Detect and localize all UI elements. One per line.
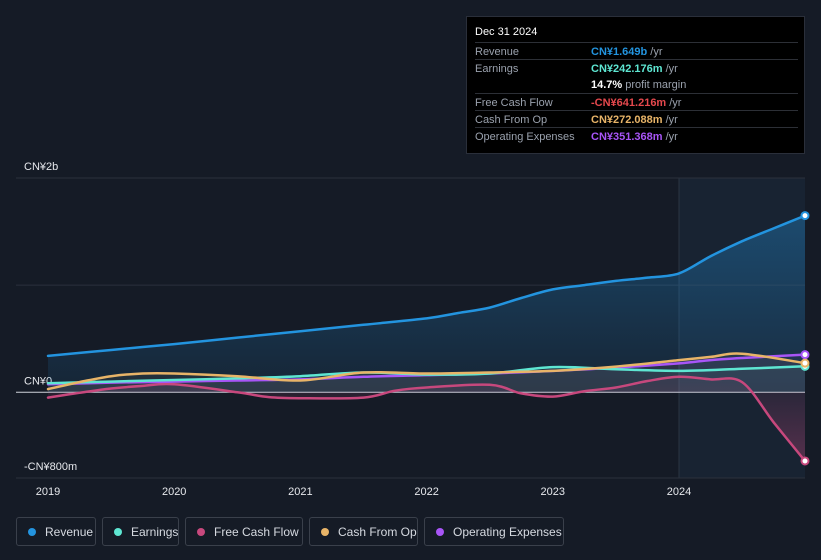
y-axis-tick-label: CN¥0 bbox=[24, 375, 52, 387]
tooltip-value-text: CN¥1.649b bbox=[591, 46, 648, 58]
legend-dot-icon bbox=[436, 528, 444, 536]
tooltip-value: 14.7% profit margin bbox=[591, 79, 686, 91]
legend-item[interactable]: Operating Expenses bbox=[424, 517, 564, 546]
legend-dot-icon bbox=[114, 528, 122, 536]
fcf-end-point bbox=[800, 456, 810, 466]
x-axis-tick-label: 2023 bbox=[541, 486, 565, 498]
legend-dot-icon bbox=[321, 528, 329, 536]
legend-item[interactable]: Revenue bbox=[16, 517, 96, 546]
cfo-line bbox=[46, 352, 807, 391]
legend-item[interactable]: Free Cash Flow bbox=[185, 517, 303, 546]
x-axis-tick-label: 2019 bbox=[36, 486, 60, 498]
tooltip-label: Operating Expenses bbox=[475, 131, 575, 143]
opex-end-point bbox=[800, 350, 810, 360]
fcf-line bbox=[46, 375, 807, 463]
tooltip-value: -CN¥641.216m/yr bbox=[591, 97, 681, 109]
tooltip-row: Cash From Op CN¥272.088m/yr bbox=[475, 110, 798, 128]
legend-dot-icon bbox=[28, 528, 36, 536]
tooltip-row: Revenue CN¥1.649b/yr bbox=[475, 42, 798, 60]
tooltip-value: CN¥1.649b/yr bbox=[591, 46, 663, 58]
tooltip-value-text: 14.7% bbox=[591, 79, 623, 91]
tooltip-label: Free Cash Flow bbox=[475, 97, 553, 109]
tooltip-row: Free Cash Flow -CN¥641.216m/yr bbox=[475, 93, 798, 111]
tooltip-value-text: -CN¥641.216m bbox=[591, 97, 667, 109]
tooltip-row: Earnings CN¥242.176m/yr bbox=[475, 59, 798, 77]
tooltip-unit: /yr bbox=[665, 114, 678, 126]
tooltip-unit: /yr bbox=[665, 63, 678, 75]
revenue-line bbox=[46, 214, 807, 358]
revenue-end-point bbox=[800, 211, 810, 221]
fcf-area bbox=[48, 376, 805, 461]
tooltip-value-text: CN¥242.176m bbox=[591, 63, 663, 75]
tooltip-unit: /yr bbox=[669, 97, 682, 109]
data-tooltip: Dec 31 2024 Revenue CN¥1.649b/yr Earnings C… bbox=[466, 16, 805, 154]
x-axis-tick-label: 2022 bbox=[414, 486, 438, 498]
tooltip-row: 14.7% profit margin bbox=[475, 76, 798, 93]
legend-item[interactable]: Earnings bbox=[102, 517, 179, 546]
x-axis-tick-label: 2024 bbox=[667, 486, 691, 498]
legend-label: Operating Expenses bbox=[453, 525, 562, 539]
tooltip-unit: /yr bbox=[665, 131, 678, 143]
tooltip-label: Revenue bbox=[475, 46, 520, 58]
tooltip-row: Operating Expenses CN¥351.368m/yr bbox=[475, 127, 798, 145]
tooltip-unit: /yr bbox=[650, 46, 663, 58]
x-axis-tick-label: 2021 bbox=[288, 486, 312, 498]
legend-label: Earnings bbox=[131, 525, 179, 539]
legend-item[interactable]: Cash From Op bbox=[309, 517, 418, 546]
tooltip-date: Dec 31 2024 bbox=[475, 26, 538, 38]
x-axis-tick-label: 2020 bbox=[162, 486, 186, 498]
y-axis-tick-label: -CN¥800m bbox=[24, 461, 77, 473]
tooltip-unit: profit margin bbox=[625, 79, 687, 91]
tooltip-value-text: CN¥351.368m bbox=[591, 131, 663, 143]
legend-label: Cash From Op bbox=[338, 525, 417, 539]
tooltip-value: CN¥242.176m/yr bbox=[591, 63, 678, 75]
legend-dot-icon bbox=[197, 528, 205, 536]
y-axis-tick-label: CN¥2b bbox=[24, 161, 58, 173]
opex-area bbox=[48, 354, 805, 393]
tooltip-value: CN¥351.368m/yr bbox=[591, 131, 678, 143]
earnings-area bbox=[48, 366, 805, 393]
legend-label: Free Cash Flow bbox=[214, 525, 299, 539]
revenue-area bbox=[48, 215, 805, 393]
tooltip-value: CN¥272.088m/yr bbox=[591, 114, 678, 126]
tooltip-label: Cash From Op bbox=[475, 114, 548, 126]
legend-label: Revenue bbox=[45, 525, 94, 539]
tooltip-label: Earnings bbox=[475, 63, 519, 75]
cfo-area bbox=[48, 353, 805, 393]
cfo-end-point bbox=[800, 358, 810, 368]
tooltip-value-text: CN¥272.088m bbox=[591, 114, 663, 126]
